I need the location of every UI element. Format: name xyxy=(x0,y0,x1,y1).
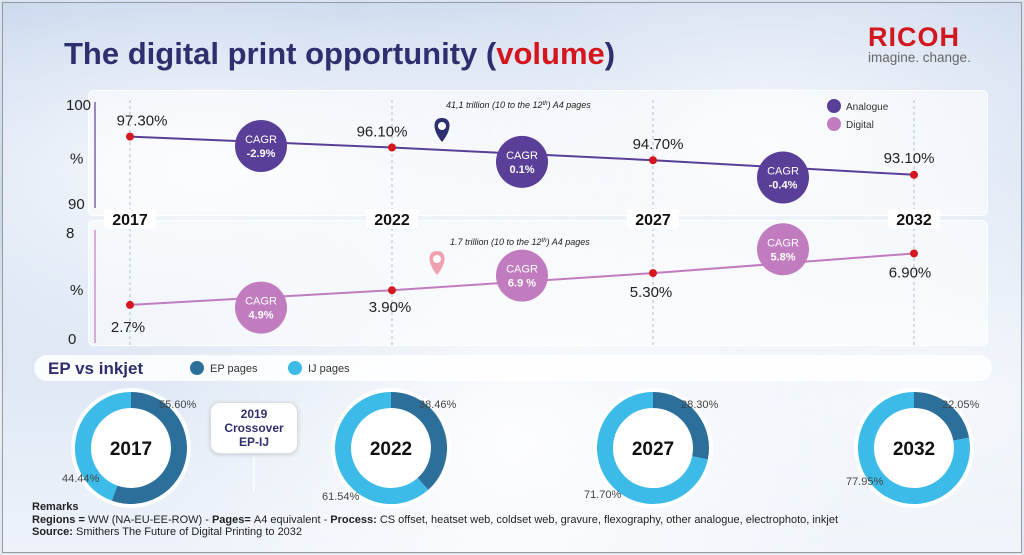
donut-ij-slice-2027 xyxy=(597,392,708,504)
analogue-legend-label: Analogue xyxy=(846,102,889,113)
digital-cagr-value-3: 5.8% xyxy=(770,251,795,263)
donut-center-2022 xyxy=(352,409,430,487)
digital-ytick-unit: % xyxy=(70,282,83,299)
analogue-cagr-value-2: 0.1% xyxy=(509,164,534,176)
analogue-cagr-value-3: -0.4% xyxy=(769,180,798,192)
donut-ep-label-2017: 55.60% xyxy=(159,399,197,411)
digital-value-label-2027: 5.30% xyxy=(630,284,673,301)
digital-value-label-2022: 3.90% xyxy=(369,299,412,316)
ep-legend-label: EP pages xyxy=(210,363,258,375)
digital-legend-swatch xyxy=(827,117,841,131)
digital-cagr-bubble-3 xyxy=(757,223,809,276)
analogue-point-2032 xyxy=(910,170,918,179)
year-label-bg-2022 xyxy=(366,209,418,229)
digital-cagr-bubble-1 xyxy=(235,281,287,334)
digital-legend-label: Digital xyxy=(846,120,874,131)
digital-annotation: 1.7 trillion (10 to the 12th) A4 pages xyxy=(450,237,590,247)
digital-point-2022 xyxy=(388,286,396,295)
digital-location-pin-icon-hole xyxy=(433,255,441,263)
digital-cagr-label-2: CAGR xyxy=(506,264,538,276)
donut-ij-slice-2022 xyxy=(335,392,429,504)
donut-year-2027: 2027 xyxy=(632,439,674,460)
analogue-value-label-2017: 97.30% xyxy=(117,113,168,130)
donut-ep-label-2027: 28.30% xyxy=(681,399,719,411)
analogue-ytick-bottom: 90 xyxy=(68,196,85,213)
analogue-legend-swatch xyxy=(827,99,841,113)
crossover-label: Crossover xyxy=(224,421,284,435)
analogue-cagr-bubble-2 xyxy=(496,135,548,188)
year-label-2032: 2032 xyxy=(896,212,932,229)
year-label-2017: 2017 xyxy=(112,212,148,229)
digital-point-2032 xyxy=(910,249,918,258)
donut-ep-label-2022: 38.46% xyxy=(419,399,457,411)
donut-year-2032: 2032 xyxy=(893,439,935,460)
digital-cagr-label-1: CAGR xyxy=(245,296,277,308)
page-title: The digital print opportunity (volume) xyxy=(64,36,616,71)
analogue-cagr-bubble-1 xyxy=(235,120,287,173)
donut-ep-label-2032: 22.05% xyxy=(942,399,980,411)
ep-legend-swatch xyxy=(190,361,204,375)
year-label-bg-2017 xyxy=(104,209,156,229)
crossover-year: 2019 xyxy=(240,407,268,421)
analogue-point-2017 xyxy=(126,132,134,141)
donut-year-2017: 2017 xyxy=(110,439,152,460)
donut-center-2027 xyxy=(614,409,692,487)
analogue-cagr-label-1: CAGR xyxy=(245,134,277,146)
year-label-2027: 2027 xyxy=(635,212,671,229)
donut-ep-slice-2032 xyxy=(913,392,970,442)
digital-value-label-2032: 6.90% xyxy=(889,264,932,281)
ricoh-logo: RICOH imagine. change. xyxy=(868,22,971,65)
analogue-point-2022 xyxy=(388,143,396,152)
donut-ep-slice-2017 xyxy=(111,392,187,504)
ep-inkjet-title: EP vs inkjet xyxy=(48,359,144,378)
analogue-value-label-2022: 96.10% xyxy=(357,123,408,140)
year-label-2022: 2022 xyxy=(374,212,410,229)
digital-point-2027 xyxy=(649,269,657,278)
crossover-callout: 2019 Crossover EP-IJ xyxy=(210,402,298,454)
donut-ij-label-2022: 61.54% xyxy=(322,491,360,503)
donut-ij-slice-2032 xyxy=(858,392,970,504)
analogue-cagr-value-1: -2.9% xyxy=(247,148,276,160)
logo-tagline: imagine. change. xyxy=(868,50,971,65)
donut-ep-slice-2027 xyxy=(652,392,709,460)
donut-ij-label-2027: 71.70% xyxy=(584,489,622,501)
crossover-pair: EP-IJ xyxy=(238,435,269,449)
donut-ij-slice-2017 xyxy=(75,392,132,501)
year-label-bg-2027 xyxy=(627,209,679,229)
ij-legend-label: IJ pages xyxy=(308,363,350,375)
donut-year-2022: 2022 xyxy=(370,439,412,460)
donut-ij-label-2017: 44.44% xyxy=(62,473,100,485)
analogue-value-label-2027: 94.70% xyxy=(633,136,684,153)
logo-word: RICOH xyxy=(868,22,960,52)
analogue-point-2027 xyxy=(649,156,657,165)
analogue-cagr-label-2: CAGR xyxy=(506,150,538,162)
digital-point-2017 xyxy=(126,300,134,309)
digital-ytick-top: 8 xyxy=(66,225,74,242)
analogue-ytick-top: 100 xyxy=(66,97,91,114)
analogue-location-pin-icon-hole xyxy=(438,122,446,130)
digital-cagr-bubble-2 xyxy=(496,249,548,302)
digital-cagr-value-1: 4.9% xyxy=(248,310,273,322)
analogue-annotation: 41,1 trillion (10 to the 12th) A4 pages xyxy=(446,100,591,110)
year-label-bg-2032 xyxy=(888,209,940,229)
digital-cagr-label-3: CAGR xyxy=(767,237,799,249)
analogue-cagr-label-3: CAGR xyxy=(767,166,799,178)
title-highlight: volume xyxy=(496,36,605,71)
digital-value-label-2017: 2.7% xyxy=(111,319,145,336)
analogue-value-label-2032: 93.10% xyxy=(884,150,935,167)
donut-center-2017 xyxy=(92,409,170,487)
digital-ytick-bottom: 0 xyxy=(68,331,76,348)
donut-center-2032 xyxy=(875,409,953,487)
donut-ep-slice-2022 xyxy=(390,392,447,490)
remarks: Remarks Regions = WW (NA-EU-EE-ROW) - Pa… xyxy=(32,501,839,538)
analogue-ytick-unit: % xyxy=(70,151,83,168)
ij-legend-swatch xyxy=(288,361,302,375)
digital-cagr-value-2: 6.9 % xyxy=(508,278,536,290)
remarks-heading: Remarks xyxy=(32,501,79,513)
donut-ij-label-2032: 77.95% xyxy=(846,476,884,488)
analogue-cagr-bubble-3 xyxy=(757,151,809,204)
